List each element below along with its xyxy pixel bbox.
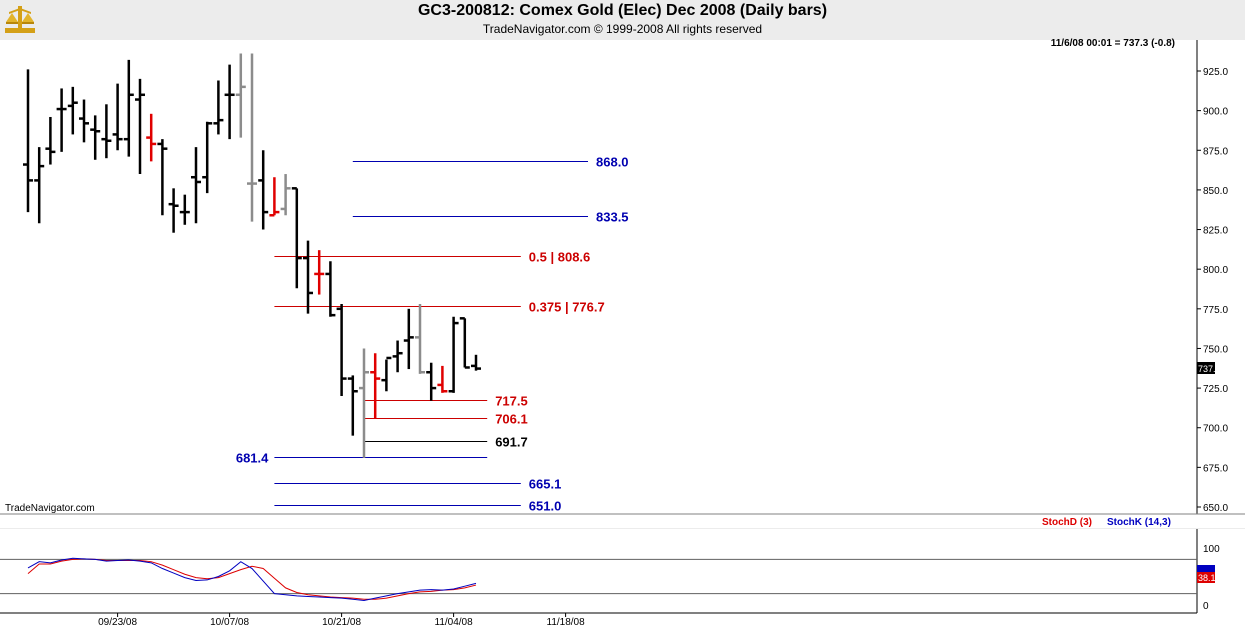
ohlc-bar bbox=[403, 308, 414, 370]
ohlc-bar bbox=[45, 116, 56, 165]
level-label: 833.5 bbox=[596, 210, 629, 225]
ohlc-bar bbox=[247, 53, 257, 222]
ohlc-bar bbox=[179, 194, 190, 225]
ohlc-bar bbox=[90, 115, 101, 160]
ohlc-bar bbox=[123, 59, 134, 157]
ohlc-bar bbox=[135, 78, 145, 175]
level-label: 868.0 bbox=[596, 155, 629, 170]
ohlc-bar bbox=[168, 188, 179, 233]
chart-header: GC3-200812: Comex Gold (Elec) Dec 2008 (… bbox=[0, 0, 1245, 40]
stoch-tag: 38.12 bbox=[1198, 573, 1221, 583]
y-tick-label: 825.0 bbox=[1203, 226, 1228, 237]
ohlc-bar bbox=[56, 88, 67, 152]
ohlc-bar bbox=[269, 177, 280, 217]
y-tick-label: 725.0 bbox=[1203, 384, 1228, 395]
stoch-tick-label: 0 bbox=[1203, 601, 1209, 612]
ohlc-bar bbox=[213, 80, 224, 135]
level-label: 651.0 bbox=[529, 499, 562, 514]
level-label: 665.1 bbox=[529, 477, 562, 492]
level-label: 706.1 bbox=[495, 412, 528, 427]
y-tick-label: 775.0 bbox=[1203, 305, 1228, 316]
x-tick-label: 11/18/08 bbox=[547, 617, 586, 628]
ohlc-bar bbox=[191, 147, 201, 224]
bars-layer bbox=[23, 53, 481, 458]
ohlc-bar bbox=[79, 99, 89, 143]
ohlc-bar bbox=[336, 304, 347, 397]
ohlc-bar bbox=[101, 104, 112, 159]
stochastic-panel bbox=[0, 529, 1197, 613]
stoch-tag-bg bbox=[1197, 572, 1215, 583]
ohlc-bar bbox=[157, 139, 168, 216]
chart-subtitle: TradeNavigator.com © 1999-2008 All right… bbox=[482, 22, 763, 36]
level-label: 681.4 bbox=[236, 451, 269, 466]
level-label: 717.5 bbox=[495, 394, 528, 409]
ohlc-bar bbox=[448, 316, 459, 393]
y-tick-label: 700.0 bbox=[1203, 424, 1228, 435]
level-label: 0.375 | 776.7 bbox=[529, 300, 605, 315]
ohlc-bar bbox=[67, 86, 78, 135]
ohlc-bar bbox=[471, 354, 481, 371]
ohlc-bar bbox=[392, 340, 403, 373]
ohlc-bar bbox=[314, 250, 325, 295]
level-label: 0.5 | 808.6 bbox=[529, 250, 590, 265]
indicator-header bbox=[0, 514, 1245, 528]
ohlc-bar bbox=[280, 174, 291, 216]
ohlc-bar bbox=[224, 64, 235, 140]
ohlc-bar bbox=[291, 187, 302, 289]
x-tick-label: 11/04/08 bbox=[435, 617, 474, 628]
price-panel bbox=[0, 40, 1197, 516]
ohlc-bar bbox=[34, 147, 45, 224]
stoch-k-tag-bg bbox=[1197, 565, 1215, 572]
stoch-legend-d: StochD (3) bbox=[1042, 517, 1092, 528]
logo bbox=[3, 2, 37, 36]
x-tick-label: 09/23/08 bbox=[98, 617, 137, 628]
ohlc-bar bbox=[202, 121, 213, 194]
ohlc-bar bbox=[370, 353, 381, 419]
y-tick-label: 800.0 bbox=[1203, 265, 1228, 276]
levels-layer: 868.0 833.5 0.5 | 808.6 0.375 | 776.7 717.5 7… bbox=[236, 155, 629, 514]
ohlc-bar bbox=[415, 304, 425, 374]
ohlc-bar bbox=[359, 348, 369, 458]
y-tick-label: 925.0 bbox=[1203, 67, 1228, 78]
ohlc-bar bbox=[347, 375, 358, 436]
level-label: 691.7 bbox=[495, 435, 528, 450]
price-axis-panel bbox=[1197, 40, 1245, 516]
stoch-tick-label: 100 bbox=[1203, 544, 1220, 555]
ohlc-bar bbox=[258, 150, 269, 230]
ohlc-bar bbox=[459, 317, 470, 369]
chart-title: GC3-200812: Comex Gold (Elec) Dec 2008 (… bbox=[417, 2, 828, 19]
ohlc-bar bbox=[303, 240, 313, 314]
x-tick-label: 10/21/08 bbox=[322, 617, 361, 628]
ohlc-bar bbox=[437, 365, 448, 393]
date-axis-panel bbox=[0, 613, 1245, 631]
y-tick-label: 650.0 bbox=[1203, 503, 1228, 514]
last-quote: 11/6/08 00:01 = 737.3 (-0.8) bbox=[1051, 38, 1175, 49]
ohlc-bar bbox=[112, 83, 123, 151]
y-tick-label: 675.0 bbox=[1203, 463, 1228, 474]
price-axis: 925.0 900.0 875.0 850.0 825.0 800.0 775.0 750.0… bbox=[1197, 67, 1228, 514]
ohlc-bar bbox=[325, 261, 336, 317]
watermark: TradeNavigator.com bbox=[5, 503, 95, 514]
ohlc-bar bbox=[426, 362, 437, 401]
y-tick-label: 750.0 bbox=[1203, 344, 1228, 355]
ohlc-bar bbox=[23, 69, 33, 213]
ohlc-bar bbox=[146, 113, 157, 162]
x-tick-label: 10/07/08 bbox=[210, 617, 249, 628]
current-price-tag: 737.3 bbox=[1198, 364, 1221, 374]
y-tick-label: 875.0 bbox=[1203, 146, 1228, 157]
date-axis: 09/23/08 10/07/08 10/21/08 11/04/08 11/18/08 bbox=[98, 613, 585, 628]
ohlc-bar bbox=[381, 356, 392, 392]
current-price-tag-bg bbox=[1197, 362, 1215, 374]
stoch-k-line bbox=[27, 557, 477, 601]
ohlc-bar bbox=[235, 53, 246, 138]
y-tick-label: 850.0 bbox=[1203, 186, 1228, 197]
y-tick-label: 900.0 bbox=[1203, 107, 1228, 118]
stoch-legend-k: StochK (14,3) bbox=[1107, 517, 1171, 528]
